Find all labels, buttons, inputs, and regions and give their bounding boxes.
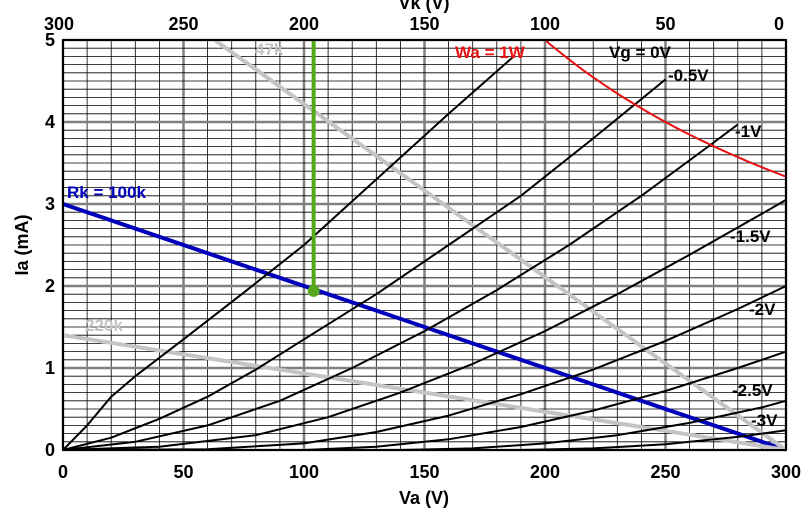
y-tick-label: 4 (45, 112, 55, 132)
x-tick-label: 250 (650, 462, 680, 482)
curve-annotation: -1.5V (730, 227, 771, 246)
top-x-tick-label: 50 (655, 14, 675, 34)
anode-curves (62, 55, 787, 451)
x-tick-label: 200 (530, 462, 560, 482)
load-line (62, 333, 787, 452)
annotations: Rk = 100k 220k 47k Wa = 1W Vg = 0V -0.5V -1V -1… (67, 40, 778, 430)
power-curve-line (544, 39, 787, 178)
operating-point-group (307, 40, 320, 297)
power-dissipation-curve (544, 39, 787, 178)
top-x-tick-label: 150 (409, 14, 439, 34)
x-tick-label: 50 (173, 462, 193, 482)
curve-annotation: -1V (735, 122, 762, 141)
y-tick-label: 3 (45, 194, 55, 214)
top-axis-title: Vk (V) (398, 0, 449, 13)
x-tick-label: 0 (58, 462, 68, 482)
x-tick-label: 150 (409, 462, 439, 482)
y-tick-label: 1 (45, 358, 55, 378)
y-tick-label: 5 (45, 30, 55, 50)
top-x-tick-label: 0 (774, 14, 784, 34)
anode-curve (62, 199, 787, 451)
top-x-tick-label: 300 (44, 14, 74, 34)
anode-curve (62, 78, 667, 451)
plot-frame (62, 39, 787, 451)
load-line (62, 202, 787, 452)
curve-annotation: Rk = 100k (67, 183, 146, 202)
curve-annotation: -3V (751, 411, 778, 430)
anode-curve (62, 55, 515, 451)
anode-curve (62, 285, 787, 451)
curve-annotation: 47k (255, 40, 284, 59)
curve-annotation: 220k (85, 316, 123, 335)
top-x-tick-label: 250 (168, 14, 198, 34)
y-tick-label: 0 (45, 440, 55, 460)
top-x-tick-label: 100 (530, 14, 560, 34)
grid (61, 38, 788, 452)
curve-annotation: -2V (749, 300, 776, 319)
x-tick-label: 300 (771, 462, 801, 482)
y-axis-title: Ia (mA) (12, 214, 32, 275)
load-lines (62, 38, 788, 452)
curve-annotation: Wa = 1W (455, 43, 526, 62)
y-tick-label: 2 (45, 276, 55, 296)
curve-annotation: Vg = 0V (609, 43, 672, 62)
x-tick-label: 100 (289, 462, 319, 482)
curve-annotation: -2.5V (732, 381, 773, 400)
load-line (213, 38, 788, 452)
top-x-tick-label: 200 (289, 14, 319, 34)
anode-curve (62, 123, 739, 451)
x-axis-title: Va (V) (399, 488, 449, 508)
anode-curve (63, 350, 787, 451)
operating-point-marker (307, 284, 320, 297)
curve-annotation: -0.5V (668, 66, 709, 85)
